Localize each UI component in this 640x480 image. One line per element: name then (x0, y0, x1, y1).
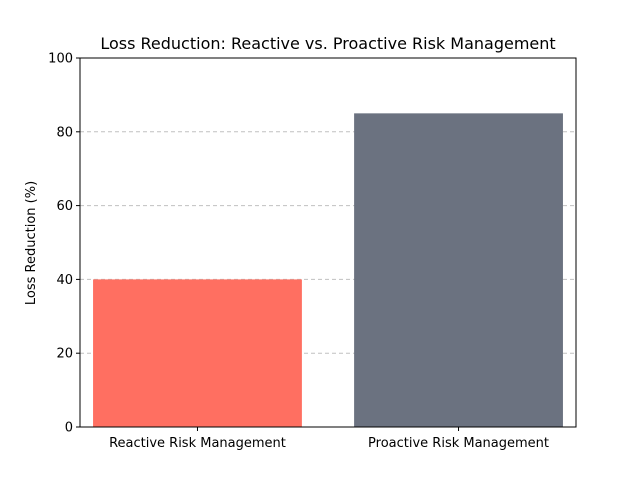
x-tick-label: Proactive Risk Management (368, 436, 549, 451)
plot-frame (79, 57, 577, 428)
y-tick-label: 0 (65, 421, 73, 436)
x-axis-ticks: Reactive Risk Management Proactive Risk M… (109, 427, 549, 451)
y-tick-label: 80 (56, 125, 73, 140)
bar (354, 113, 563, 427)
y-tick-label: 20 (56, 347, 73, 362)
y-axis-label: Loss Reduction (%) (24, 181, 39, 305)
bars (93, 113, 563, 427)
y-tick-label: 60 (56, 199, 73, 214)
x-tick-label: Reactive Risk Management (109, 436, 286, 451)
bar (93, 279, 302, 427)
y-tick-label: 40 (56, 273, 73, 288)
y-axis-ticks: 0 20 40 60 80 100 (48, 52, 80, 436)
chart-title: Loss Reduction: Reactive vs. Proactive R… (100, 34, 555, 53)
y-tick-label: 100 (48, 52, 73, 67)
